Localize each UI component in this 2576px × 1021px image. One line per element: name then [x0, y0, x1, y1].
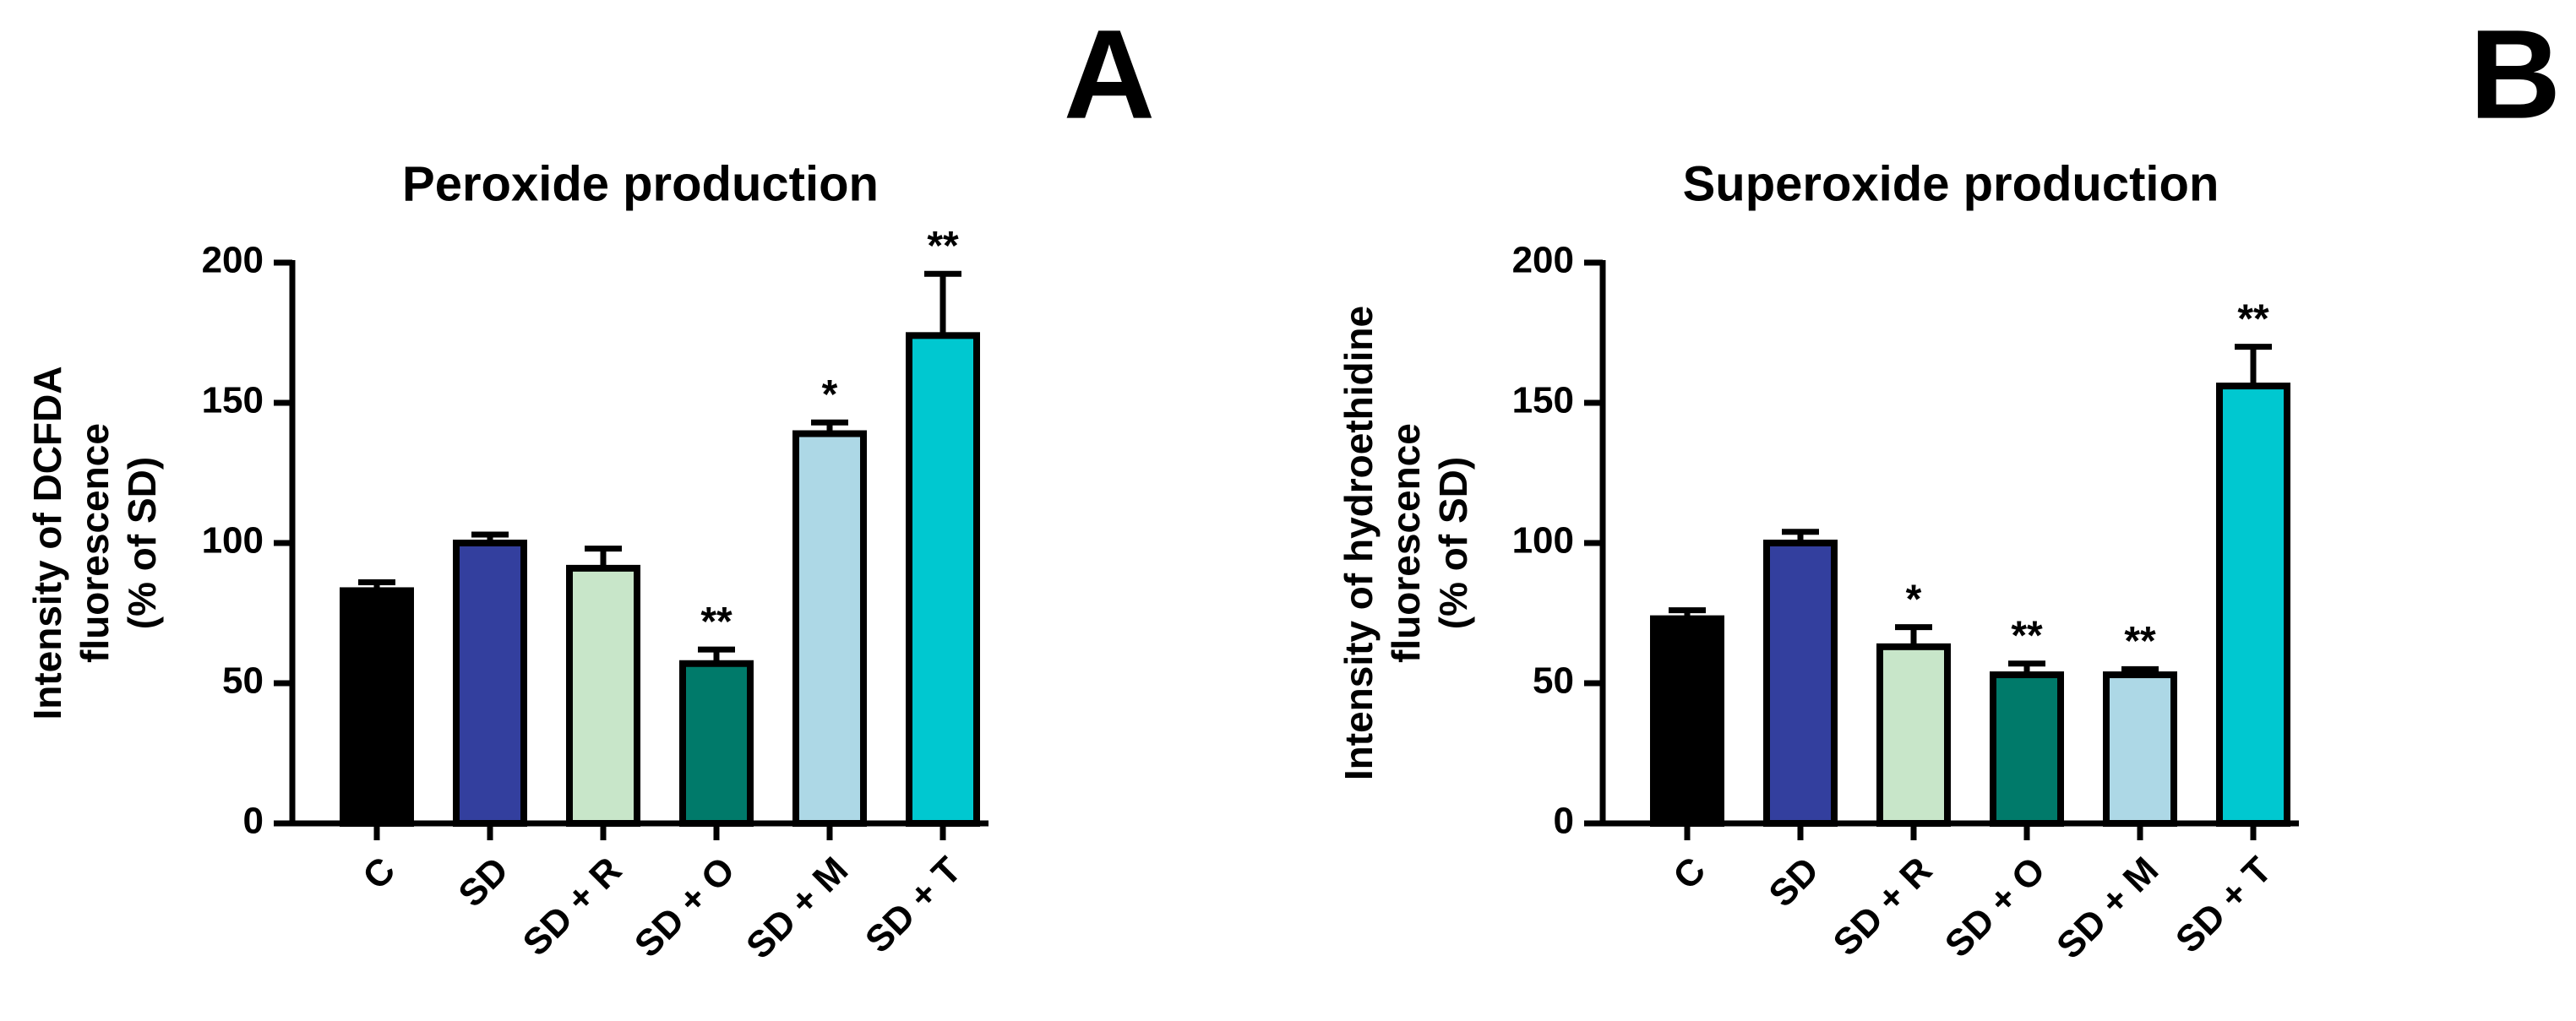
significance-label: **	[2237, 296, 2269, 341]
significance-label: *	[822, 372, 838, 417]
y-axis-label: fluorescence	[1384, 423, 1428, 663]
bar	[340, 587, 414, 827]
panel-label: A	[1064, 3, 1155, 145]
y-tick-label: 50	[222, 660, 264, 702]
x-tick-label: SD + O	[627, 850, 743, 966]
x-tick-label: SD + O	[1937, 850, 2054, 966]
y-axis-label: (% of SD)	[120, 457, 164, 629]
significance-label: **	[927, 224, 959, 269]
y-tick-label: 150	[1512, 380, 1574, 421]
chart-title: Peroxide production	[402, 156, 879, 211]
bar	[679, 660, 754, 828]
bar	[1990, 671, 2064, 827]
panel-label: B	[2470, 3, 2561, 145]
y-tick-label: 100	[202, 520, 264, 562]
x-tick-label: SD + T	[858, 850, 969, 961]
x-tick-label: C	[355, 850, 403, 898]
y-tick-label: 50	[1533, 660, 1574, 702]
y-tick-label: 150	[202, 380, 264, 421]
y-axis-label: Intensity of DCFDA	[25, 366, 69, 720]
x-tick-label: SD + M	[738, 850, 856, 967]
bar	[906, 332, 980, 827]
y-tick-label: 0	[1554, 801, 1574, 842]
x-tick-label: SD + R	[1825, 850, 1940, 964]
x-tick-label: SD + M	[2049, 850, 2166, 967]
bar	[1763, 540, 1838, 827]
bar	[2216, 383, 2290, 827]
significance-label: **	[2124, 619, 2156, 664]
bar	[453, 540, 527, 827]
y-tick-label: 100	[1512, 520, 1574, 562]
y-tick-label: 200	[202, 240, 264, 281]
bar	[566, 564, 640, 827]
bar	[1876, 643, 1951, 828]
x-tick-label: SD + R	[515, 850, 629, 964]
x-tick-label: C	[1665, 850, 1713, 898]
bar	[1650, 615, 1724, 828]
y-axis-label: (% of SD)	[1431, 457, 1475, 629]
significance-label: **	[2011, 613, 2043, 658]
chart-title: Superoxide production	[1683, 156, 2219, 211]
x-tick-label: SD	[450, 850, 516, 915]
bar	[792, 430, 867, 828]
bar	[2103, 671, 2177, 827]
y-axis-label: Intensity of hydroethidine	[1337, 306, 1381, 780]
y-tick-label: 200	[1512, 240, 1574, 281]
x-tick-label: SD + T	[2168, 850, 2279, 961]
y-tick-label: 0	[243, 801, 264, 842]
y-axis-label: fluorescence	[73, 423, 117, 663]
significance-label: *	[1906, 577, 1922, 622]
x-tick-label: SD	[1761, 850, 1827, 915]
significance-label: **	[700, 600, 732, 644]
